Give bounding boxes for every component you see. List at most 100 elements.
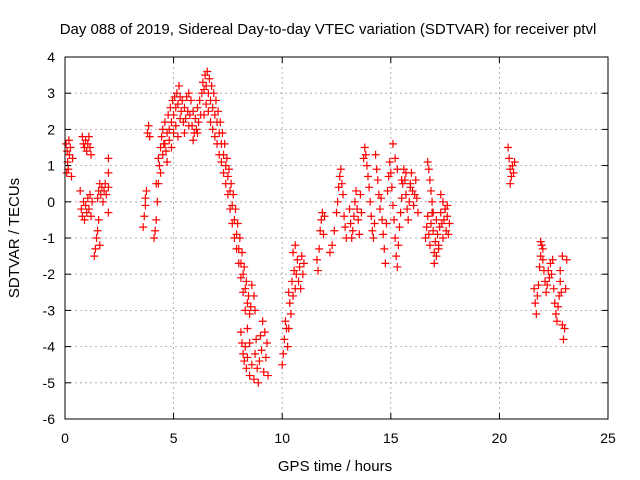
data-point <box>176 114 185 123</box>
data-point <box>411 176 420 185</box>
data-point <box>215 150 224 159</box>
data-point <box>315 244 324 253</box>
data-point <box>243 353 252 362</box>
data-point <box>360 143 369 152</box>
data-point <box>158 150 167 159</box>
data-point <box>347 234 356 242</box>
y-tick-label: -1 <box>43 230 56 246</box>
data-point <box>249 375 258 384</box>
data-point <box>256 331 265 340</box>
data-point <box>221 179 230 188</box>
data-point <box>76 186 85 195</box>
data-point <box>239 349 248 358</box>
data-point <box>222 154 231 163</box>
data-point <box>425 176 434 185</box>
data-point <box>391 154 400 163</box>
data-point <box>538 255 547 264</box>
data-point <box>145 132 154 141</box>
data-point <box>186 96 195 105</box>
data-point <box>279 349 288 358</box>
data-point <box>504 143 513 152</box>
y-tick-label: 4 <box>47 49 55 65</box>
data-point <box>234 259 243 268</box>
data-point <box>556 266 565 275</box>
data-point <box>247 360 256 369</box>
data-point <box>388 201 397 210</box>
data-point <box>560 324 569 333</box>
data-point <box>298 270 307 279</box>
data-point <box>251 306 260 315</box>
data-point <box>219 168 228 177</box>
data-point <box>284 288 293 297</box>
data-point <box>332 208 341 217</box>
data-point <box>254 378 263 387</box>
data-point <box>423 212 432 221</box>
data-point <box>506 179 515 188</box>
data-point <box>534 281 543 290</box>
data-point <box>211 96 220 105</box>
x-tick-label: 25 <box>600 430 616 446</box>
data-point <box>533 291 542 300</box>
data-point <box>202 100 211 109</box>
data-point <box>320 212 329 221</box>
data-point <box>350 197 359 206</box>
data-point <box>84 205 93 214</box>
data-point <box>340 212 349 221</box>
data-point <box>192 125 201 134</box>
data-point <box>548 255 557 264</box>
data-point <box>429 226 438 235</box>
data-point <box>207 81 216 90</box>
data-point <box>531 299 540 308</box>
data-point <box>141 201 150 210</box>
data-point <box>218 129 227 138</box>
data-point <box>243 324 252 333</box>
data-point <box>551 310 560 319</box>
data-point <box>280 335 289 344</box>
data-point <box>547 270 556 279</box>
data-point <box>392 252 401 261</box>
data-point <box>252 335 261 344</box>
data-point <box>406 179 415 188</box>
data-point <box>346 219 355 228</box>
data-point <box>291 241 300 250</box>
data-point <box>352 186 361 195</box>
y-tick-label: -4 <box>43 339 56 355</box>
data-point <box>283 342 292 351</box>
x-tick-label: 10 <box>274 430 290 446</box>
data-point <box>348 226 357 235</box>
data-point <box>390 215 399 224</box>
data-point <box>443 212 452 221</box>
data-point <box>223 190 232 199</box>
data-point <box>535 262 544 271</box>
data-point <box>425 241 434 250</box>
data-point <box>341 223 350 232</box>
data-point <box>224 165 233 174</box>
data-point <box>363 172 372 181</box>
data-point <box>284 324 293 333</box>
data-point <box>210 132 219 141</box>
data-point <box>537 241 546 250</box>
data-point <box>430 259 439 268</box>
data-point <box>220 139 229 148</box>
data-point <box>296 284 305 293</box>
data-point <box>242 277 251 286</box>
data-point <box>238 248 247 257</box>
data-point <box>91 244 100 253</box>
data-point <box>200 110 209 119</box>
data-point <box>319 230 328 239</box>
data-point <box>80 215 89 224</box>
data-point <box>378 215 387 224</box>
data-point <box>424 230 433 239</box>
data-point <box>66 143 75 152</box>
data-point <box>156 168 165 177</box>
data-point <box>95 241 104 250</box>
data-point <box>153 197 162 206</box>
data-point <box>394 241 403 250</box>
data-point <box>169 129 178 138</box>
data-point <box>93 226 102 235</box>
data-point <box>314 266 323 275</box>
data-point <box>530 284 539 293</box>
data-point <box>562 255 571 264</box>
y-tick-label: 1 <box>47 158 55 174</box>
